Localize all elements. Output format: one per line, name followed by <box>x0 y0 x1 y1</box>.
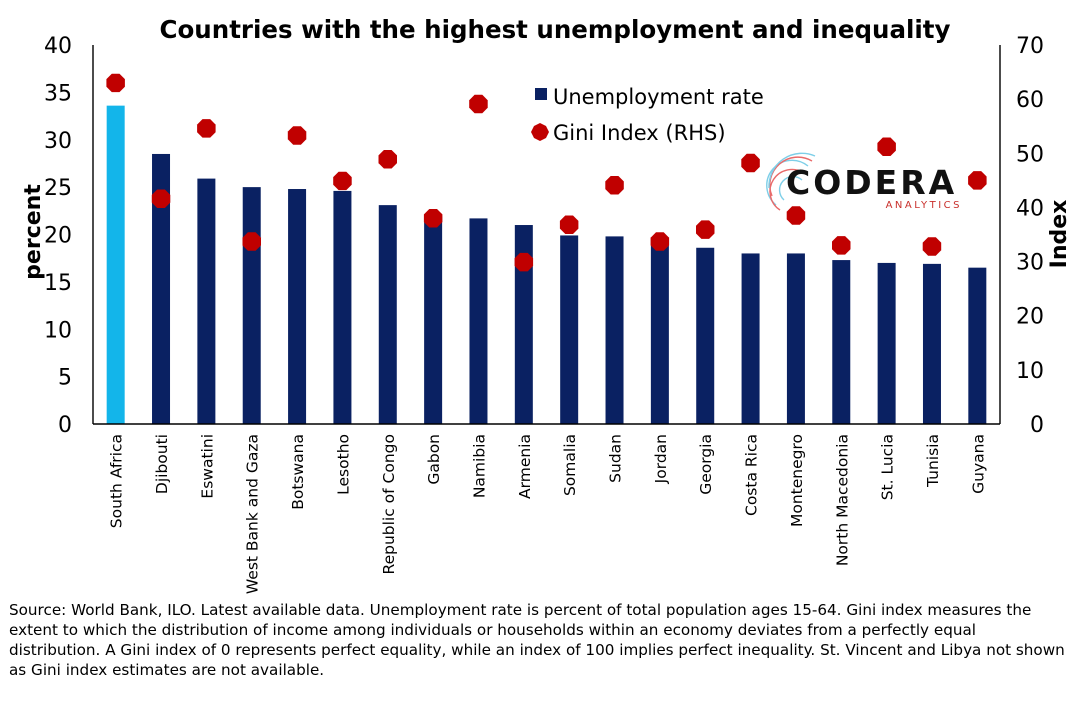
right-tick-label: 70 <box>1016 34 1044 59</box>
left-tick-label: 35 <box>44 81 72 106</box>
right-axis-title-group: Index <box>1047 200 1072 269</box>
gini-point-south-africa <box>106 73 125 93</box>
legend-swatch-unemployment <box>535 88 547 100</box>
legend-label-unemployment: Unemployment rate <box>553 85 764 109</box>
category-label: Djibouti <box>153 434 171 494</box>
category-label: Costa Rica <box>743 434 761 516</box>
right-tick-label: 50 <box>1016 142 1044 167</box>
bar-tunisia <box>922 263 941 424</box>
category-label: Eswatini <box>198 434 216 499</box>
category-label: Namibia <box>470 434 488 498</box>
gini-point-montenegro <box>786 206 806 225</box>
y-axis-label: percent <box>21 184 46 280</box>
gini-point-west-bank-and-gaza <box>242 232 261 251</box>
gini-point-armenia <box>514 252 534 272</box>
bar-eswatini <box>197 178 216 424</box>
category-labels: South Africa Djibouti Eswatini West Bank an… <box>108 434 988 594</box>
bar-costa-rica <box>741 253 760 424</box>
gini-point-djibouti <box>151 189 171 208</box>
gini-point-costa-rica <box>741 153 760 173</box>
right-tick-label: 40 <box>1016 196 1044 221</box>
right-tick-label: 20 <box>1016 305 1044 330</box>
left-axis-title-group: percent <box>21 184 46 280</box>
left-axis-ticks: 0 5 10 15 20 25 30 35 40 <box>44 34 72 438</box>
category-label: North Macedonia <box>833 434 851 566</box>
category-label: Somalia <box>561 434 579 496</box>
bar-jordan <box>650 237 669 424</box>
left-tick-label: 0 <box>58 413 72 438</box>
bar-south-africa <box>106 105 125 424</box>
bar-montenegro <box>786 253 805 424</box>
category-label: West Bank and Gaza <box>244 434 262 594</box>
category-label: Montenegro <box>788 434 806 527</box>
right-tick-label: 10 <box>1016 359 1044 384</box>
gini-point-georgia <box>696 220 715 239</box>
left-tick-label: 5 <box>58 366 72 391</box>
category-label: Tunisia <box>924 434 942 488</box>
chart: Countries with the highest unemployment … <box>21 15 1072 594</box>
gini-point-sudan <box>605 176 624 195</box>
bar-republic-of-congo <box>378 205 397 424</box>
source-note: Source: World Bank, ILO. Latest availabl… <box>9 601 1065 679</box>
gini-point-somalia <box>559 215 579 234</box>
logo-tagline: ANALYTICS <box>886 200 962 211</box>
category-label: South Africa <box>108 434 126 528</box>
gini-point-lesotho <box>333 171 352 191</box>
bar-north-macedonia <box>832 260 851 424</box>
legend-marker-gini <box>531 123 549 141</box>
bar-guyana <box>968 267 987 424</box>
legend-label-gini: Gini Index (RHS) <box>553 121 726 145</box>
category-label: Guyana <box>969 434 987 494</box>
gini-point-tunisia <box>922 237 942 256</box>
logo-fingerprint-icon <box>766 152 816 211</box>
gini-point-jordan <box>650 232 670 251</box>
gini-point-gabon <box>423 209 443 228</box>
bar-botswana <box>288 189 307 424</box>
category-label: Georgia <box>697 434 715 495</box>
legend: Unemployment rate Gini Index (RHS) <box>531 85 764 145</box>
right-axis-ticks: 0 10 20 30 40 50 60 70 <box>1016 34 1044 438</box>
category-label: Republic of Congo <box>380 434 398 574</box>
left-tick-label: 40 <box>44 34 72 59</box>
logo-name: CODERA <box>786 163 957 202</box>
bar-st-lucia <box>877 262 896 424</box>
bar-namibia <box>469 218 488 424</box>
left-tick-label: 30 <box>44 129 72 154</box>
bar-sudan <box>605 236 624 424</box>
left-tick-label: 10 <box>44 318 72 343</box>
bar-gabon <box>424 216 443 424</box>
bar-series <box>106 105 987 424</box>
gini-point-st-lucia <box>877 137 896 156</box>
bar-lesotho <box>333 190 352 424</box>
gini-point-north-macedonia <box>832 236 851 255</box>
category-label: Jordan <box>652 434 670 484</box>
gini-point-guyana <box>968 171 987 190</box>
bar-somalia <box>560 235 579 424</box>
right-tick-label: 30 <box>1016 251 1044 276</box>
bar-west-bank-and-gaza <box>242 187 261 424</box>
right-tick-label: 0 <box>1030 413 1044 438</box>
category-label: Botswana <box>289 434 307 510</box>
category-label: Lesotho <box>334 434 352 495</box>
bar-armenia <box>514 225 533 424</box>
gini-series <box>106 73 987 272</box>
left-tick-label: 25 <box>44 176 72 201</box>
chart-title: Countries with the highest unemployment … <box>160 15 951 44</box>
gini-point-botswana <box>287 126 307 145</box>
logo: CODERA ANALYTICS <box>766 152 962 211</box>
gini-point-eswatini <box>197 119 216 138</box>
axes <box>92 45 1001 425</box>
gini-point-namibia <box>469 94 488 114</box>
y2-axis-label: Index <box>1047 200 1072 269</box>
category-label: St. Lucia <box>879 434 897 500</box>
gini-point-republic-of-congo <box>378 150 397 169</box>
right-tick-label: 60 <box>1016 88 1044 113</box>
bar-georgia <box>696 247 715 424</box>
category-label: Gabon <box>425 434 443 485</box>
left-tick-label: 20 <box>44 224 72 249</box>
category-label: Armenia <box>516 434 534 499</box>
left-tick-label: 15 <box>44 271 72 296</box>
category-label: Sudan <box>607 434 625 483</box>
bar-djibouti <box>152 153 171 424</box>
